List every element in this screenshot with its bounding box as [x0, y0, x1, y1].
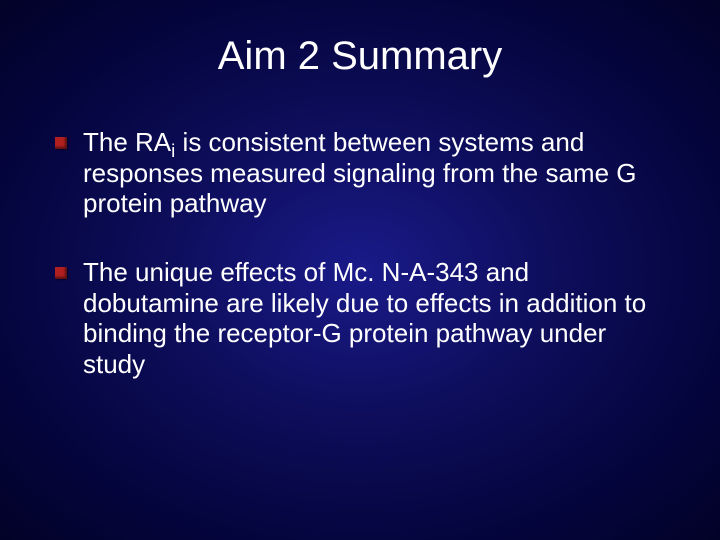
- bullet-text-part1: The RA: [83, 127, 171, 157]
- bullet-item: The RAi is consistent between systems an…: [55, 127, 665, 219]
- bullet-marker-icon: [55, 267, 67, 279]
- bullet-list: The RAi is consistent between systems an…: [55, 127, 665, 380]
- slide-container: Aim 2 Summary The RAi is consistent betw…: [0, 0, 720, 540]
- bullet-item: The unique effects of Mc. N-A-343 and do…: [55, 257, 665, 380]
- bullet-marker-icon: [55, 137, 67, 149]
- bullet-text-part1: The unique effects of Mc. N-A-343 and do…: [83, 257, 646, 379]
- slide-title: Aim 2 Summary: [55, 34, 665, 79]
